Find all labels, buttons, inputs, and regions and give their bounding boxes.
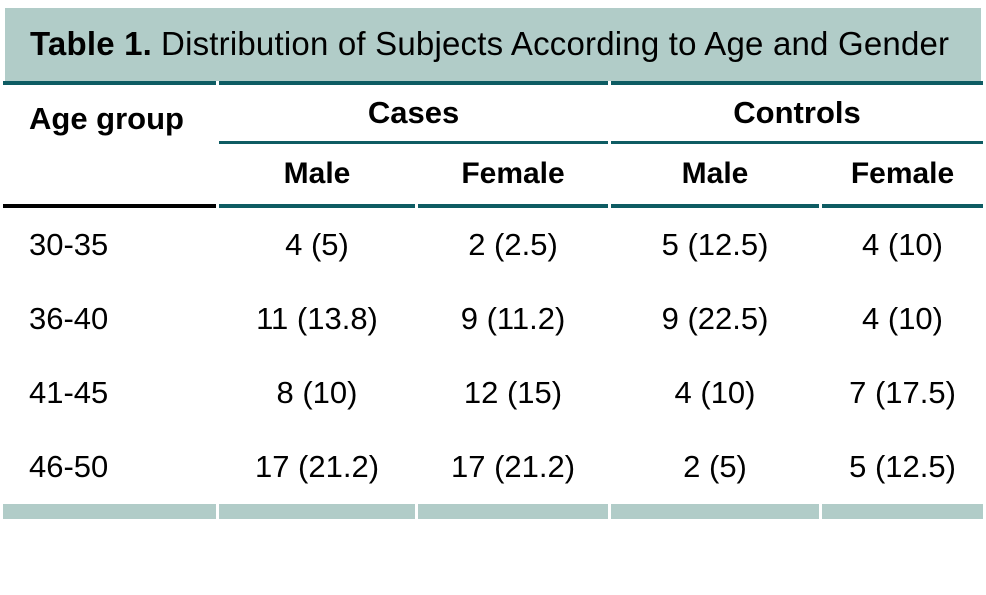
- col-group-cases: Cases: [219, 81, 609, 144]
- bottom-band-segment: [611, 504, 820, 519]
- table-number: Table 1.: [30, 25, 153, 62]
- bottom-band-segment: [822, 504, 984, 519]
- table-title-band: Table 1. Distribution of Subjects Accordi…: [5, 8, 981, 81]
- cell-controls-female: 5 (12.5): [849, 449, 956, 484]
- cell-cases-male: 8 (10): [276, 375, 358, 410]
- col-group-controls: Controls: [611, 81, 984, 144]
- table-caption: Distribution of Subjects According to Ag…: [161, 25, 950, 62]
- table-row: 36-40 11 (13.8) 9 (11.2) 9 (22.5) 4 (10): [3, 282, 983, 356]
- col-header-cases-male: Male: [219, 144, 415, 208]
- cell-cases-female: 2 (2.5): [468, 227, 558, 262]
- data-table: Age group Cases Controls Male Female Mal…: [0, 81, 986, 519]
- cell-age-group: 30-35: [29, 227, 109, 262]
- bottom-band-segment: [3, 504, 216, 519]
- cell-age-group: 41-45: [29, 375, 109, 410]
- header-row-groups: Age group Cases Controls: [3, 81, 984, 208]
- table-row: 46-50 17 (21.2) 17 (21.2) 2 (5) 5 (12.5): [3, 430, 983, 504]
- table-body: 30-35 4 (5) 2 (2.5) 5 (12.5) 4 (10) 36-4…: [3, 208, 984, 519]
- table-row: 30-35 4 (5) 2 (2.5) 5 (12.5) 4 (10): [3, 208, 983, 282]
- bottom-band-segment: [219, 504, 415, 519]
- bottom-band: [3, 504, 984, 519]
- table-header: Age group Cases Controls Male Female Mal…: [3, 81, 984, 208]
- cell-cases-female: 17 (21.2): [450, 449, 576, 484]
- col-header-controls-male: Male: [611, 144, 820, 208]
- table-row: 41-45 8 (10) 12 (15) 4 (10) 7 (17.5): [3, 356, 983, 430]
- cell-cases-male: 17 (21.2): [254, 449, 380, 484]
- header-row-subcolumns: Male Female Male Female: [3, 144, 984, 208]
- cell-controls-male: 4 (10): [674, 375, 756, 410]
- cell-age-group: 36-40: [29, 301, 109, 336]
- cell-controls-female: 4 (10): [862, 301, 943, 336]
- cell-cases-male: 11 (13.8): [256, 301, 378, 336]
- cell-controls-female: 4 (10): [862, 227, 943, 262]
- cell-cases-female: 12 (15): [463, 375, 563, 410]
- bottom-band-segment: [418, 504, 609, 519]
- cell-age-group: 46-50: [29, 449, 109, 484]
- col-header-controls-female: Female: [822, 144, 984, 208]
- cell-controls-female: 7 (17.5): [849, 375, 956, 410]
- col-header-age-group: Age group: [3, 81, 216, 208]
- cell-controls-male: 9 (22.5): [661, 301, 769, 336]
- cell-controls-male: 2 (5): [683, 449, 747, 484]
- cell-cases-male: 4 (5): [285, 227, 349, 262]
- col-header-cases-female: Female: [418, 144, 609, 208]
- cell-controls-male: 5 (12.5): [661, 227, 769, 262]
- cell-cases-female: 9 (11.2): [460, 301, 566, 336]
